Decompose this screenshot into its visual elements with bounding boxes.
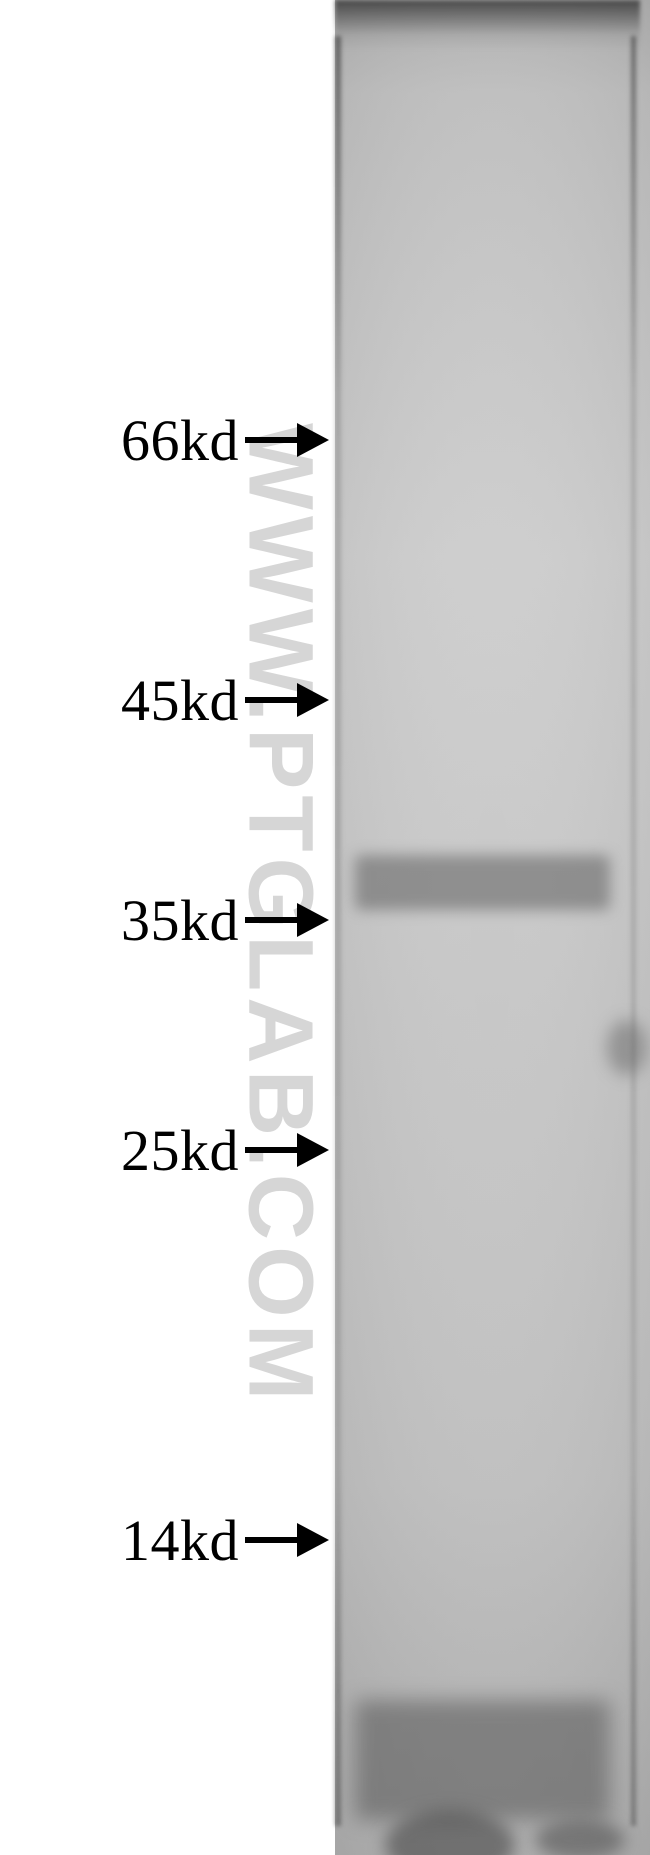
mw-marker: 25kd bbox=[0, 1110, 335, 1190]
mw-marker: 14kd bbox=[0, 1500, 335, 1580]
arrow-right-icon bbox=[243, 1127, 329, 1173]
arrow-right-icon bbox=[243, 417, 329, 463]
mw-marker-label: 66kd bbox=[121, 407, 239, 474]
blot-edge-right bbox=[631, 36, 636, 1826]
arrow-right-icon bbox=[243, 677, 329, 723]
mw-marker: 66kd bbox=[0, 400, 335, 480]
blot-top-edge bbox=[335, 0, 640, 50]
mw-marker-label: 25kd bbox=[121, 1117, 239, 1184]
blot-background bbox=[335, 0, 650, 1855]
blot-spot bbox=[535, 1820, 625, 1855]
blot-lane bbox=[335, 0, 650, 1855]
blot-spot bbox=[607, 1020, 647, 1075]
blot-band bbox=[355, 1700, 610, 1820]
arrow-right-icon bbox=[243, 1517, 329, 1563]
mw-marker: 35kd bbox=[0, 880, 335, 960]
blot-band bbox=[355, 855, 610, 910]
blot-edge-left bbox=[335, 36, 341, 1826]
mw-marker-label: 35kd bbox=[121, 887, 239, 954]
arrow-right-icon bbox=[243, 897, 329, 943]
mw-marker-label: 45kd bbox=[121, 667, 239, 734]
mw-marker-label: 14kd bbox=[121, 1507, 239, 1574]
mw-marker: 45kd bbox=[0, 660, 335, 740]
